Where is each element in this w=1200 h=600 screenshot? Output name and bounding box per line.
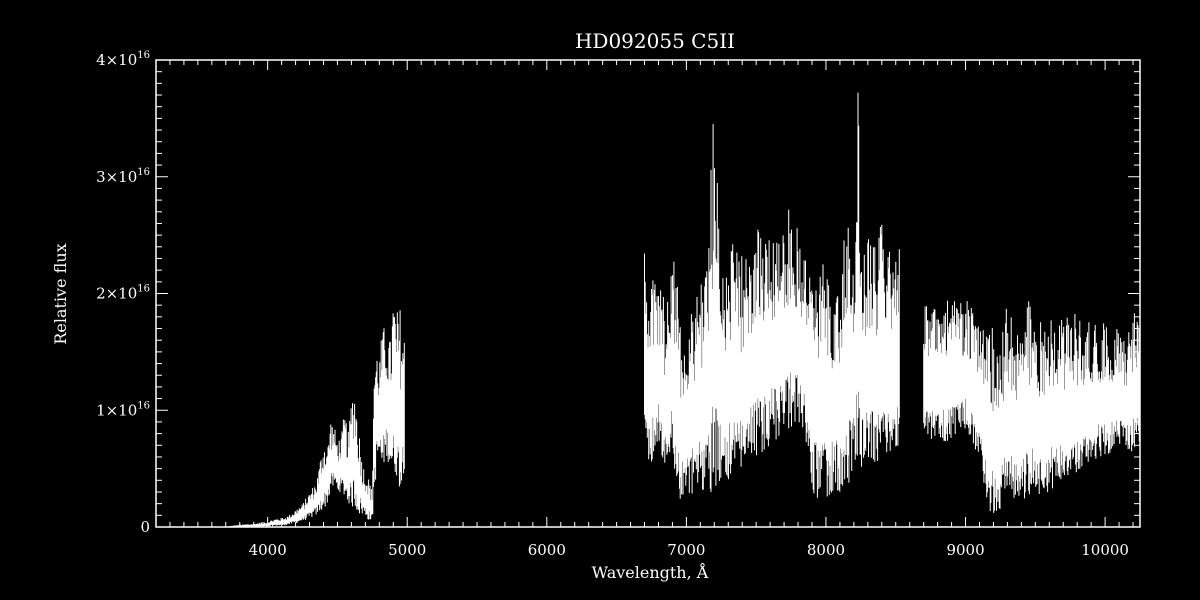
y-tick-label: 0 (140, 518, 150, 536)
x-tick-label: 6000 (528, 541, 566, 559)
y-tick-label: 1×1016 (96, 400, 150, 419)
spectrum-segment-1 (644, 92, 900, 499)
plot-area (229, 92, 1141, 527)
x-tick-label: 9000 (946, 541, 984, 559)
x-tick-label: 8000 (807, 541, 845, 559)
y-tick-label: 2×1016 (96, 284, 150, 303)
spectrum-trace (644, 92, 900, 499)
x-tick-label: 5000 (388, 541, 426, 559)
x-tick-label: 7000 (667, 541, 705, 559)
y-tick-label: 3×1016 (96, 167, 150, 186)
spectrum-segment-2 (923, 300, 1141, 513)
spectrum-trace (923, 300, 1141, 513)
x-tick-label: 4000 (249, 541, 287, 559)
x-tick-label: 10000 (1081, 541, 1129, 559)
axes: 4000 5000 6000 7000 8000 9000 10000 0 1×1016 2×10… (96, 50, 1141, 559)
y-tick-label: 4×1016 (96, 50, 150, 69)
chart-title: HD092055 C5II (575, 29, 735, 53)
y-axis-label: Relative flux (51, 243, 70, 344)
x-axis-label: Wavelength, Å (592, 562, 709, 582)
